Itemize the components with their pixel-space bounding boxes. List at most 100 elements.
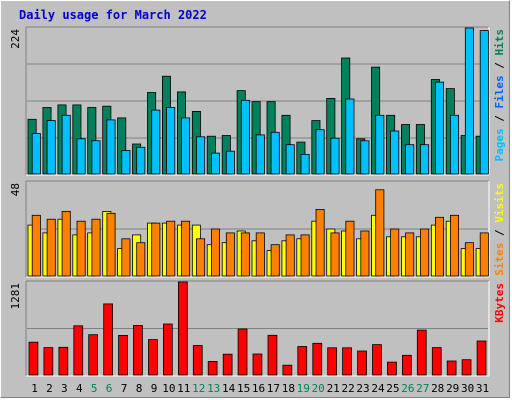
kbytes-bar-kbytes [446,360,457,376]
kbytes-bar-kbytes [162,323,173,376]
x-tick-label: 12 [192,382,205,395]
kbytes-bar-kbytes [267,334,278,376]
hits-files-pages-bar-pages [270,131,280,175]
x-tick-label: 5 [91,382,98,395]
visits-sites-bar-sites [420,228,430,277]
visits-sites-bar-sites [46,218,56,277]
hits-files-pages-bar-pages [196,136,206,175]
kbytes-bar-kbytes [58,346,69,376]
x-tick-label: 18 [282,382,295,395]
visits-sites-bar-sites [210,228,220,277]
x-tick-label: 15 [237,382,250,395]
visits-sites-bar-sites [225,232,235,277]
kbytes-bar-kbytes [327,347,338,376]
x-tick-label: 29 [446,382,459,395]
hits-files-pages-bar-pages [121,150,131,175]
kbytes-bar-kbytes [416,329,427,376]
kbytes-bar-kbytes [431,347,442,376]
kbytes-bar-kbytes [297,346,308,376]
x-tick-label: 3 [61,382,68,395]
visits-sites-bar-sites [121,238,131,277]
hits-files-pages-bar-pages [345,98,355,175]
visits-sites-bar-sites [166,220,176,277]
x-tick-label: 6 [106,382,113,395]
hits-files-pages-bar-pages [479,30,489,175]
visits-sites-axis-legend: Sites / Visits [493,183,506,276]
hits-files-pages-bar-pages [255,134,265,175]
hits-files-pages-bar-pages [225,150,235,175]
kbytes-bar-kbytes [237,328,248,376]
kbytes-bar-kbytes [177,281,188,376]
x-tick-label: 16 [252,382,265,395]
visits-sites-bar-sites [240,232,250,277]
hits-files-pages-bar-pages [106,119,116,175]
x-tick-label: 25 [386,382,399,395]
hits-files-pages-bar-pages [166,107,176,175]
visits-sites-bar-sites [345,220,355,277]
hits-files-pages-bar-pages [76,138,86,175]
hits-files-pages-bar-pages [464,27,474,175]
visits-sites-bar-sites [31,214,41,277]
kbytes-bar-kbytes [148,339,158,376]
hits-files-pages-bar-pages [449,114,459,175]
hits-files-pages-bar-pages [375,114,385,175]
hits-files-pages-legend-part: Pages [493,128,506,161]
x-tick-label: 21 [327,382,340,395]
visits-sites-bar-sites [434,216,444,277]
hits-files-pages-bar-pages [91,140,101,175]
kbytes-bar-kbytes [282,364,293,376]
kbytes-bar-kbytes [372,344,382,376]
visits-sites-bar-sites [61,210,71,277]
visits-sites-bar-sites [270,244,280,277]
kbytes-bar-kbytes [73,325,84,376]
kbytes-bar-kbytes [207,360,218,376]
visits-sites-bar-sites [91,218,101,277]
kbytes-bar-kbytes [192,345,203,376]
hits-files-pages-bar-pages [434,81,444,175]
x-tick-label: 19 [297,382,310,395]
hits-files-pages-bar-pages [420,144,430,175]
kbytes-bar-kbytes [387,361,397,376]
hits-files-pages-bar-pages [360,140,370,175]
kbytes-bar-kbytes [43,347,54,376]
x-tick-label: 26 [401,382,414,395]
kbytes-bar-kbytes [252,353,263,376]
kbytes-bar-kbytes [222,353,233,376]
x-tick-label: 30 [461,382,474,395]
x-tick-label: 11 [177,382,190,395]
hits-files-pages-bar-pages [390,130,400,175]
x-tick-label: 23 [356,382,369,395]
chart-title: Daily usage for March 2022 [19,8,207,22]
hits-files-pages-legend-part: / [493,56,506,76]
x-tick-label: 28 [431,382,444,395]
kbytes-ymax-label: 1281 [9,283,22,310]
visits-sites-bar-sites [285,234,295,277]
x-tick-label: 17 [267,382,280,395]
hits-files-pages-bar-pages [46,120,56,175]
hits-files-pages-bar-pages [240,99,250,175]
kbytes-bar-kbytes [118,334,128,376]
kbytes-bar-kbytes [88,334,98,376]
hits-files-pages-bar-pages [405,144,415,175]
kbytes-bar-kbytes [461,359,472,376]
visits-sites-bar-sites [390,228,400,277]
x-tick-label: 13 [207,382,220,395]
x-tick-label: 9 [151,382,158,395]
visits-sites-bar-sites [405,232,415,277]
visits-sites-legend-part: Visits [493,183,506,223]
hits-files-pages-legend-part: Hits [493,29,506,56]
hits-files-pages-bar-pages [181,117,191,175]
visits-sites-bar-sites [375,189,385,277]
kbytes-bar-kbytes [357,350,367,376]
x-tick-label: 14 [222,382,236,395]
hits-files-pages-bar-pages [31,133,41,175]
visits-sites-bar-sites [76,220,86,277]
visits-sites-ymax-label: 48 [9,183,22,196]
visits-sites-bar-sites [300,234,310,277]
x-tick-label: 7 [121,382,128,395]
hits-files-pages-bar-pages [315,129,325,175]
x-tick-label: 4 [76,382,83,395]
visits-sites-bar-sites [449,214,459,277]
visits-sites-bar-sites [151,222,161,277]
